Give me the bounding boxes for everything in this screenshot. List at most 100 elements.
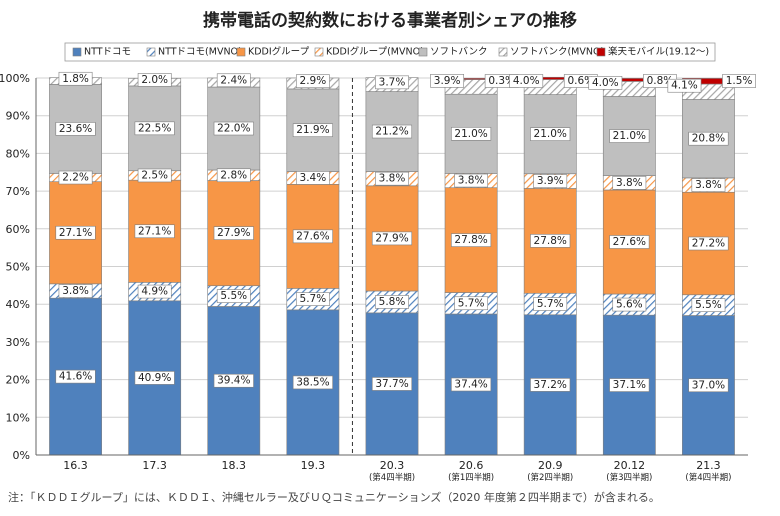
data-label: 3.8%: [458, 175, 485, 187]
data-label-box: [609, 378, 650, 392]
data-label-box: [722, 74, 756, 88]
data-label-box: [688, 378, 729, 393]
data-label: 27.6%: [613, 236, 646, 248]
data-label: 4.1%: [671, 80, 698, 92]
data-label: 3.8%: [616, 177, 643, 189]
data-label: 21.0%: [454, 128, 487, 140]
data-label-box: [58, 284, 93, 298]
legend-swatch: [146, 47, 156, 57]
data-label: 3.8%: [62, 285, 89, 297]
data-label: 3.9%: [537, 175, 564, 187]
data-label: 5.6%: [616, 299, 643, 311]
data-label: 27.1%: [59, 227, 92, 239]
data-label: 41.6%: [59, 371, 92, 383]
data-label: 0.6%: [567, 75, 594, 87]
data-label: 2.0%: [141, 74, 168, 86]
data-label: 39.4%: [217, 375, 250, 387]
data-label-box: [137, 73, 172, 87]
data-label-box: [134, 224, 175, 239]
data-label: 5.7%: [537, 298, 564, 310]
data-label: 20.8%: [692, 133, 725, 145]
data-label: 4.0%: [592, 77, 619, 89]
data-label: 4.0%: [513, 75, 540, 87]
y-tick-label: 20%: [6, 374, 30, 387]
data-label: 27.6%: [296, 230, 329, 242]
data-label: 27.9%: [375, 232, 408, 244]
legend-entry: ソフトバンク: [430, 47, 487, 58]
data-label-box: [216, 73, 251, 88]
x-tick-sublabel: (第4四半期): [685, 472, 731, 483]
legend-swatch: [314, 47, 324, 57]
data-label-box: [533, 297, 568, 311]
legend-swatch: [72, 47, 82, 57]
y-tick-label: 0%: [13, 449, 30, 462]
y-tick-label: 10%: [6, 411, 30, 424]
data-label-box: [58, 71, 93, 86]
data-label: 38.5%: [296, 376, 329, 388]
legend-swatch: [236, 47, 246, 57]
data-label: 5.7%: [458, 297, 485, 309]
data-label: 2.5%: [141, 169, 168, 181]
data-label-box: [688, 236, 729, 251]
data-label: 4.9%: [141, 286, 168, 298]
data-label-box: [533, 174, 568, 188]
data-label: 22.0%: [217, 123, 250, 135]
data-label-box: [451, 233, 492, 247]
data-label-box: [454, 296, 489, 311]
data-label: 0.8%: [647, 75, 674, 87]
x-tick-label: 20.12: [614, 459, 646, 472]
data-label: 37.0%: [692, 379, 725, 391]
data-label-box: [609, 235, 650, 249]
data-label-box: [216, 168, 251, 183]
data-label-box: [451, 377, 492, 392]
data-label: 3.4%: [300, 172, 327, 184]
legend-entry: 楽天モバイル(19.12～): [608, 46, 709, 58]
y-tick-label: 40%: [6, 298, 30, 311]
data-label-box: [375, 295, 409, 309]
data-label-box: [612, 176, 647, 190]
data-label-box: [688, 131, 729, 146]
data-label: 5.5%: [220, 290, 247, 302]
data-label: 3.8%: [695, 179, 722, 191]
footnote: 注：「ＫＤＤＩグループ」には、ＫＤＤＩ、沖縄セルラー及びＵＱコミュニケーションズ…: [8, 491, 660, 504]
data-label: 2.8%: [220, 169, 247, 181]
data-label: 21.0%: [613, 130, 646, 142]
data-label-box: [371, 124, 413, 139]
y-tick-label: 100%: [0, 72, 30, 85]
data-label-box: [137, 284, 172, 299]
data-label: 21.0%: [534, 128, 567, 140]
x-tick-label: 18.3: [222, 459, 247, 472]
data-label-box: [55, 369, 96, 384]
data-label: 5.5%: [695, 299, 722, 311]
data-label-box: [292, 229, 333, 244]
data-label-box: [295, 171, 330, 185]
y-tick-label: 70%: [6, 185, 30, 198]
data-label-box: [371, 377, 413, 391]
data-label: 22.5%: [138, 122, 171, 134]
legend-entry: NTTドコモ: [84, 47, 131, 58]
chart-title: 携帯電話の契約数における事業者別シェアの推移: [203, 11, 577, 31]
x-tick-label: 20.6: [459, 459, 484, 472]
y-tick-label: 80%: [6, 147, 30, 160]
data-label: 27.2%: [692, 238, 725, 250]
data-label: 27.1%: [138, 225, 171, 237]
data-label-box: [213, 373, 254, 388]
data-label-box: [691, 298, 726, 312]
data-label: 3.8%: [379, 173, 406, 185]
data-label-box: [292, 123, 333, 138]
x-tick-sublabel: (第2四半期): [527, 472, 573, 483]
x-tick-sublabel: (第3四半期): [606, 472, 652, 483]
data-label-box: [588, 76, 623, 90]
x-tick-label: 19.3: [301, 459, 326, 472]
x-tick-label: 17.3: [142, 459, 167, 472]
data-label-box: [430, 74, 465, 88]
data-label: 2.2%: [62, 172, 89, 184]
data-label: 3.9%: [434, 75, 461, 87]
data-label: 21.2%: [375, 126, 408, 138]
legend-box: [64, 42, 716, 62]
data-label-box: [58, 170, 93, 185]
y-tick-label: 30%: [6, 336, 30, 349]
data-label-box: [213, 121, 254, 136]
data-label: 27.9%: [217, 227, 250, 239]
